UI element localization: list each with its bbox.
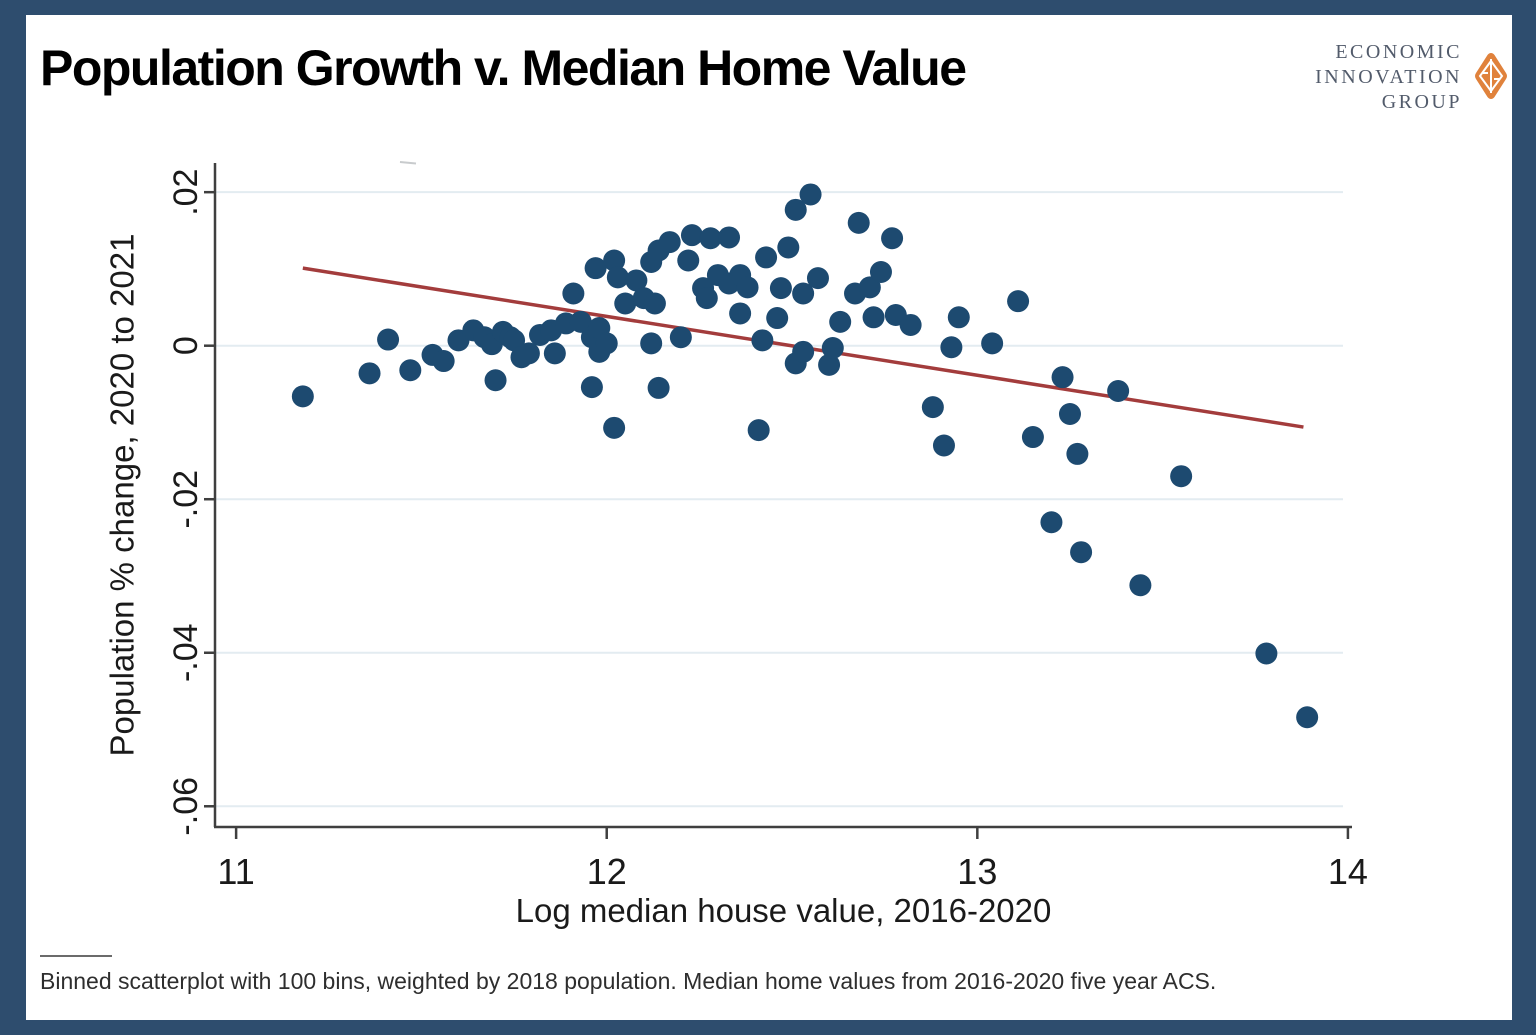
scatter-point xyxy=(921,396,944,419)
scatter-point xyxy=(899,313,922,336)
scatter-point xyxy=(1070,541,1093,564)
scatter-point xyxy=(806,267,829,290)
page-title: Population Growth v. Median Home Value xyxy=(40,40,967,96)
scatter-point xyxy=(517,342,540,365)
scatter-point xyxy=(1107,379,1130,402)
scatter-point xyxy=(1296,706,1319,729)
scatter-point xyxy=(358,362,381,385)
logo-line-innovation: INNOVATION xyxy=(1315,66,1462,88)
scatter-point xyxy=(484,369,507,392)
x-tick-label: 14 xyxy=(1328,851,1368,892)
chart-card xyxy=(26,15,1512,1020)
scatter-point xyxy=(595,332,618,355)
logo-line-economic: ECONOMIC xyxy=(1335,41,1462,63)
scatter-point xyxy=(580,376,603,399)
scatter-point xyxy=(643,292,666,315)
scatter-point xyxy=(736,276,759,299)
scatter-point xyxy=(625,269,648,292)
scatter-point xyxy=(695,287,718,310)
scatter-point xyxy=(432,350,455,373)
scatter-point xyxy=(680,224,703,247)
scatter-point xyxy=(1058,403,1081,426)
scatter-point xyxy=(755,246,778,269)
scatter-point xyxy=(562,282,585,305)
x-axis-title: Log median house value, 2016-2020 xyxy=(516,892,1052,929)
scatter-point xyxy=(821,336,844,359)
scatter-point xyxy=(699,227,722,250)
footnote-text: Binned scatterplot with 100 bins, weight… xyxy=(40,968,1217,994)
y-tick-label: -.06 xyxy=(167,777,205,836)
scatter-point xyxy=(751,329,774,352)
scatter-point xyxy=(769,277,792,300)
x-tick-label: 11 xyxy=(217,851,254,892)
scatter-point xyxy=(584,257,607,280)
y-tick-label: 0 xyxy=(167,336,205,355)
scatter-point xyxy=(603,249,626,272)
scatter-point xyxy=(940,336,963,359)
scatter-point xyxy=(729,302,752,325)
scatter-point xyxy=(647,376,670,399)
logo-line-group: GROUP xyxy=(1381,91,1462,113)
scatter-point xyxy=(881,227,904,250)
scatter-point xyxy=(747,419,770,442)
y-tick-label: -.02 xyxy=(167,470,205,529)
y-tick-label: -.04 xyxy=(167,623,205,682)
scatter-point xyxy=(603,416,626,439)
scatter-point xyxy=(606,266,629,289)
scatter-point xyxy=(399,359,422,382)
scatter-point xyxy=(1170,465,1193,488)
scatter-point xyxy=(818,353,841,376)
eig-diamond-icon xyxy=(1475,53,1507,99)
scatter-point xyxy=(862,306,885,329)
scatter-point xyxy=(847,211,870,234)
scatter-point xyxy=(792,340,815,363)
scatter-point xyxy=(503,329,526,352)
scatter-point xyxy=(858,276,881,299)
scatter-point xyxy=(677,249,700,272)
scatter-point xyxy=(947,306,970,329)
scatter-point xyxy=(1066,442,1089,465)
scatter-point xyxy=(829,310,852,333)
scatter-point xyxy=(766,307,789,330)
x-tick-label: 13 xyxy=(957,851,997,892)
scatter-point xyxy=(614,292,637,315)
scatter-point xyxy=(799,183,822,206)
scatter-point xyxy=(932,434,955,457)
scatter-point xyxy=(981,332,1004,355)
scatter-point xyxy=(1040,511,1063,534)
scatter-point xyxy=(377,328,400,351)
scatter-point xyxy=(569,310,592,333)
scatter-point xyxy=(718,226,741,249)
scatter-point xyxy=(1021,426,1044,449)
scatter-point xyxy=(1007,290,1030,313)
logo-wordmark: ECONOMIC INNOVATION GROUP xyxy=(1315,40,1462,115)
y-axis-title: Population % change, 2020 to 2021 xyxy=(104,234,141,757)
x-tick-label: 12 xyxy=(587,851,627,892)
scatter-point xyxy=(777,236,800,259)
scatter-point xyxy=(669,326,692,349)
scatter-point xyxy=(1051,366,1074,389)
scatter-point xyxy=(1129,574,1152,597)
scatter-point xyxy=(869,261,892,284)
footnote-divider xyxy=(40,955,112,957)
scatter-point xyxy=(658,231,681,254)
scatter-point xyxy=(291,385,314,408)
scatter-point xyxy=(1255,642,1278,665)
scatter-point xyxy=(543,342,566,365)
scatter-point xyxy=(784,198,807,221)
scatter-point xyxy=(792,282,815,305)
scatter-point xyxy=(640,332,663,355)
y-tick-label: .02 xyxy=(167,169,205,216)
stray-mark xyxy=(399,161,417,165)
